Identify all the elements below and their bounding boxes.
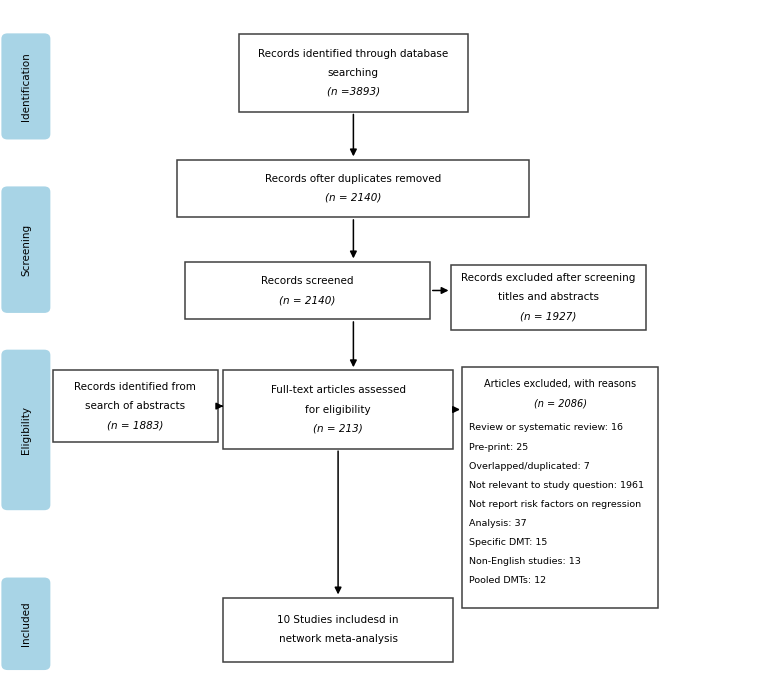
Text: (n = 1927): (n = 1927) (521, 311, 577, 321)
FancyBboxPatch shape (223, 598, 453, 663)
Text: (n = 2140): (n = 2140) (280, 295, 336, 305)
Text: (n = 213): (n = 213) (313, 423, 363, 434)
Text: Records excluded after screening: Records excluded after screening (462, 273, 636, 283)
Text: Records identified from: Records identified from (74, 382, 197, 392)
FancyBboxPatch shape (177, 160, 529, 217)
Text: Included: Included (21, 602, 31, 646)
Text: Not report risk factors on regression: Not report risk factors on regression (468, 500, 641, 509)
Text: Records ofter duplicates removed: Records ofter duplicates removed (265, 174, 442, 184)
FancyBboxPatch shape (53, 370, 217, 442)
Text: titles and abstracts: titles and abstracts (498, 292, 599, 303)
Text: Pooled DMTs: 12: Pooled DMTs: 12 (468, 576, 546, 585)
FancyBboxPatch shape (2, 186, 51, 313)
Text: Records screened: Records screened (261, 276, 354, 286)
FancyBboxPatch shape (239, 33, 468, 112)
FancyBboxPatch shape (462, 367, 657, 609)
FancyBboxPatch shape (2, 33, 51, 139)
Text: Not relevant to study question: 1961: Not relevant to study question: 1961 (468, 481, 644, 490)
Text: network meta-analysis: network meta-analysis (279, 635, 398, 645)
Text: search of abstracts: search of abstracts (85, 401, 185, 411)
Text: Eligibility: Eligibility (21, 406, 31, 454)
FancyBboxPatch shape (2, 350, 51, 510)
Text: Pre-print: 25: Pre-print: 25 (468, 443, 528, 451)
Text: (n = 1883): (n = 1883) (107, 420, 164, 430)
Text: Full-text articles assessed: Full-text articles assessed (270, 385, 406, 395)
Text: searching: searching (328, 68, 379, 78)
Text: Analysis: 37: Analysis: 37 (468, 518, 526, 528)
Text: Identification: Identification (21, 52, 31, 121)
Text: Specific DMT: 15: Specific DMT: 15 (468, 538, 547, 547)
FancyBboxPatch shape (223, 370, 453, 449)
FancyBboxPatch shape (451, 265, 646, 330)
Text: Screening: Screening (21, 223, 31, 276)
FancyBboxPatch shape (185, 262, 430, 320)
Text: (n = 2140): (n = 2140) (325, 193, 382, 203)
Text: Overlapped/duplicated: 7: Overlapped/duplicated: 7 (468, 462, 589, 471)
Text: Review or systematic review: 16: Review or systematic review: 16 (468, 423, 623, 432)
Text: 10 Studies includesd in: 10 Studies includesd in (277, 615, 399, 626)
Text: for eligibility: for eligibility (305, 404, 371, 415)
Text: Records identified through database: Records identified through database (258, 48, 449, 59)
Text: (n = 2086): (n = 2086) (534, 398, 587, 408)
FancyBboxPatch shape (2, 578, 51, 670)
Text: Articles excluded, with reasons: Articles excluded, with reasons (484, 379, 636, 389)
Text: Non-English studies: 13: Non-English studies: 13 (468, 557, 581, 566)
Text: (n =3893): (n =3893) (327, 87, 380, 97)
